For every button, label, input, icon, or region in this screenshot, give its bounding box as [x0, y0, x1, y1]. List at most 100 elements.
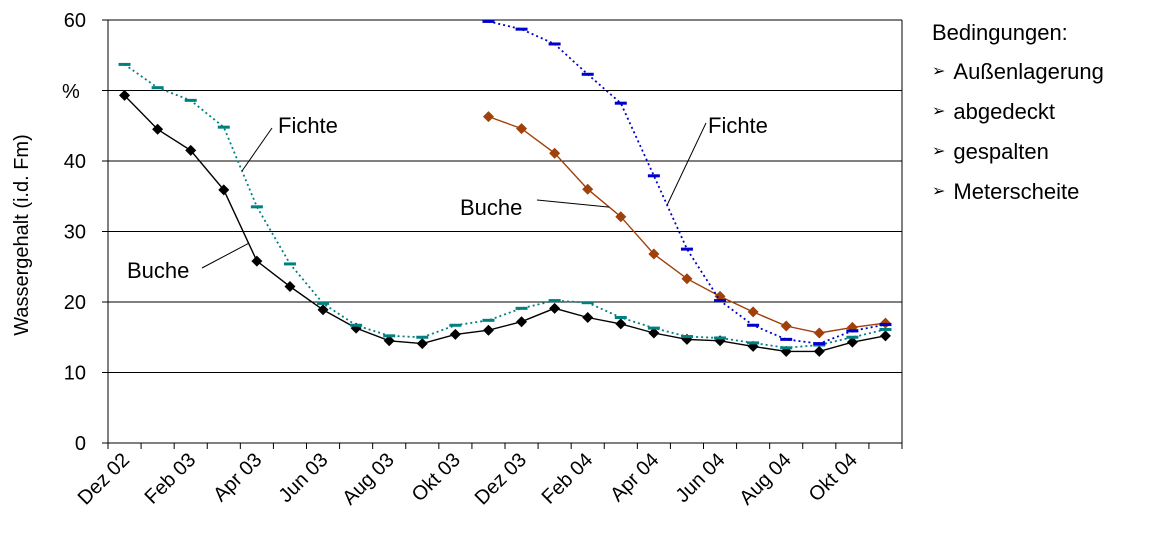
x-tick-label: Apr 03: [209, 449, 266, 506]
annotations: Fichte Buche Buche Fichte: [127, 113, 768, 283]
data-point: [548, 299, 561, 303]
series-annotation: Buche: [460, 195, 522, 220]
data-point: [747, 323, 760, 327]
data-point: [647, 174, 660, 178]
legend-item: ➢ Außenlagerung: [932, 60, 1104, 84]
data-point: [317, 304, 329, 316]
x-tick-label: Jun 04: [672, 449, 730, 507]
data-point: [317, 301, 330, 305]
data-point: [118, 62, 131, 66]
data-point: [416, 335, 429, 339]
data-point: [184, 98, 197, 102]
data-point: [846, 335, 859, 339]
series-annotation: Fichte: [278, 113, 338, 138]
x-tick-label: Feb 03: [141, 449, 201, 509]
arrow-bullet-icon: ➢: [932, 143, 946, 160]
data-point: [383, 334, 396, 338]
series-0: [119, 89, 891, 357]
data-point: [615, 318, 627, 330]
series-line: [123, 94, 886, 353]
data-point: [383, 335, 395, 347]
legend-title: Bedingungen:: [932, 20, 1068, 45]
data-point: [813, 345, 825, 357]
data-point: [283, 262, 296, 266]
series-2: [482, 111, 891, 339]
data-point: [482, 19, 495, 23]
data-point: [647, 326, 660, 330]
y-tick-label: 60: [64, 10, 86, 32]
data-point: [648, 248, 660, 260]
data-point: [151, 86, 164, 90]
x-tick-label: Okt 04: [805, 449, 862, 506]
series-line: [488, 20, 886, 345]
data-point: [119, 89, 131, 101]
data-point: [681, 273, 693, 285]
data-point: [482, 324, 494, 336]
data-point: [648, 327, 660, 339]
arrow-bullet-icon: ➢: [932, 63, 946, 80]
series: [118, 19, 892, 357]
data-point: [615, 211, 627, 223]
data-point: [185, 144, 197, 156]
data-point: [482, 111, 494, 123]
series-1: [118, 62, 892, 350]
conditions-legend: Bedingungen: ➢ Außenlagerung ➢ abgedeckt…: [932, 22, 1104, 220]
data-point: [515, 27, 528, 31]
data-point: [515, 306, 528, 310]
data-point: [549, 302, 561, 314]
annotation-leader: [666, 122, 707, 206]
data-point: [680, 335, 693, 339]
data-point: [581, 72, 594, 76]
grid-lines: [108, 19, 902, 373]
arrow-bullet-icon: ➢: [932, 103, 946, 120]
y-tick-label: 20: [64, 292, 86, 314]
data-point: [582, 183, 594, 195]
data-point: [879, 330, 891, 342]
series-line: [488, 115, 886, 334]
data-point: [217, 125, 230, 129]
data-point: [218, 184, 230, 196]
data-point: [879, 323, 892, 327]
data-point: [714, 336, 727, 340]
legend-item-label: gespalten: [953, 139, 1049, 164]
data-point: [747, 341, 760, 345]
x-tick-label: Aug 03: [338, 449, 398, 509]
data-point: [747, 306, 759, 318]
data-point: [350, 323, 363, 327]
x-tick-label: Dez 02: [74, 449, 134, 509]
data-point: [879, 327, 892, 331]
data-point: [416, 338, 428, 350]
x-tick-labels: Dez 02 Feb 03 Apr 03 Jun 03 Aug 03 Okt 03 Dez …: [74, 449, 862, 509]
series-annotation: Fichte: [708, 113, 768, 138]
data-point: [548, 42, 561, 46]
data-point: [549, 147, 561, 159]
data-point: [250, 205, 263, 209]
y-tick-label: 40: [64, 151, 86, 173]
data-point: [846, 329, 859, 333]
x-tick-label: Okt 03: [408, 449, 465, 506]
data-point: [516, 123, 528, 135]
series-line: [123, 63, 886, 349]
arrow-bullet-icon: ➢: [932, 183, 946, 200]
legend-item-label: abgedeckt: [953, 99, 1055, 124]
x-tick-label: Feb 04: [538, 449, 598, 509]
series-annotation: Buche: [127, 258, 189, 283]
y-tick-labels: 0 10 20 30 40 60: [64, 10, 86, 455]
annotation-leader: [241, 127, 273, 172]
data-point: [614, 316, 627, 320]
data-point: [813, 342, 826, 346]
y-axis-label: Wassergehalt (i.d. Fm): [11, 134, 33, 336]
y-axis-unit: %: [62, 81, 80, 103]
annotation-leader: [536, 199, 610, 208]
legend-item-label: Meterscheite: [953, 179, 1080, 204]
annotation-leader: [201, 242, 249, 269]
legend-item-label: Außenlagerung: [953, 59, 1104, 84]
data-point: [780, 320, 792, 332]
data-point: [251, 255, 263, 267]
y-tick-label: 10: [64, 363, 86, 385]
data-point: [284, 280, 296, 292]
data-point: [516, 316, 528, 328]
data-point: [482, 318, 495, 322]
data-point: [680, 247, 693, 251]
